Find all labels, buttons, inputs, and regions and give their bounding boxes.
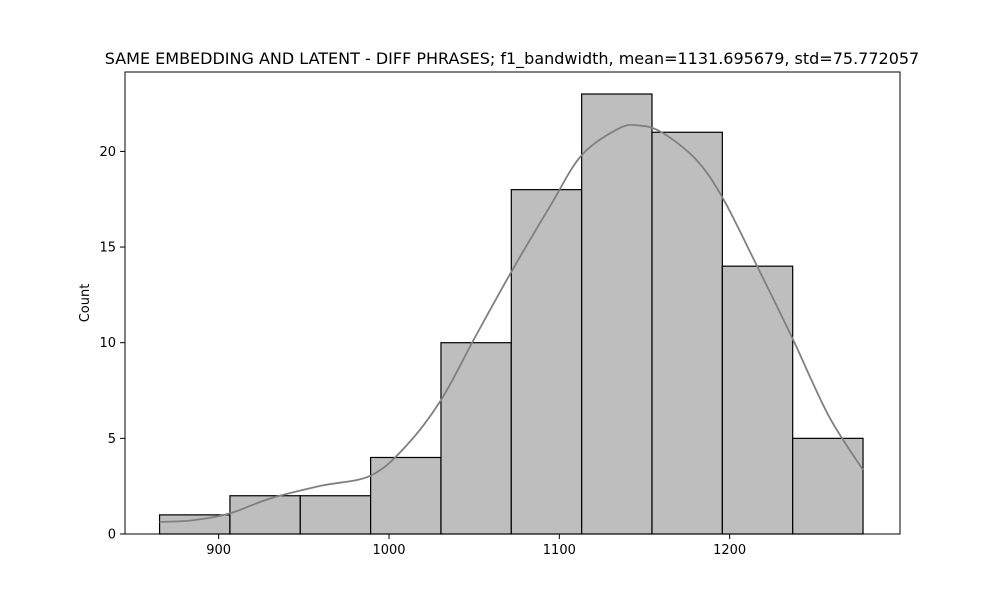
x-tick-label: 1200 [713,543,746,558]
y-tick-label: 10 [99,336,116,351]
histogram-bar [510,189,583,535]
y-axis: 0 5 10 15 20 [99,145,125,543]
histogram-bar [792,437,864,535]
x-axis: 900 1000 1100 1200 [206,534,746,558]
x-tick-label: 900 [206,543,231,558]
chart-title: SAME EMBEDDING AND LATENT - DIFF PHRASES… [105,49,919,69]
kde-layer [159,123,864,523]
x-tick-label: 1000 [372,543,405,558]
kde-line [159,123,864,523]
y-tick-label: 5 [108,432,116,447]
histogram-bar [581,93,653,535]
x-tick-label: 1100 [543,543,576,558]
histogram-bar [158,514,231,535]
histogram-bar [440,342,512,535]
plot-frame [124,71,901,535]
y-tick-label: 20 [99,145,116,160]
histogram-bar [370,456,442,535]
histogram-bar [721,265,794,535]
y-axis-label: Count [78,284,93,323]
histogram-bar [651,131,723,535]
bars-layer [158,93,864,535]
histogram-bar [229,495,301,535]
y-tick-label: 15 [99,241,116,256]
histogram-bar [299,495,372,535]
y-tick-label: 0 [108,528,116,543]
